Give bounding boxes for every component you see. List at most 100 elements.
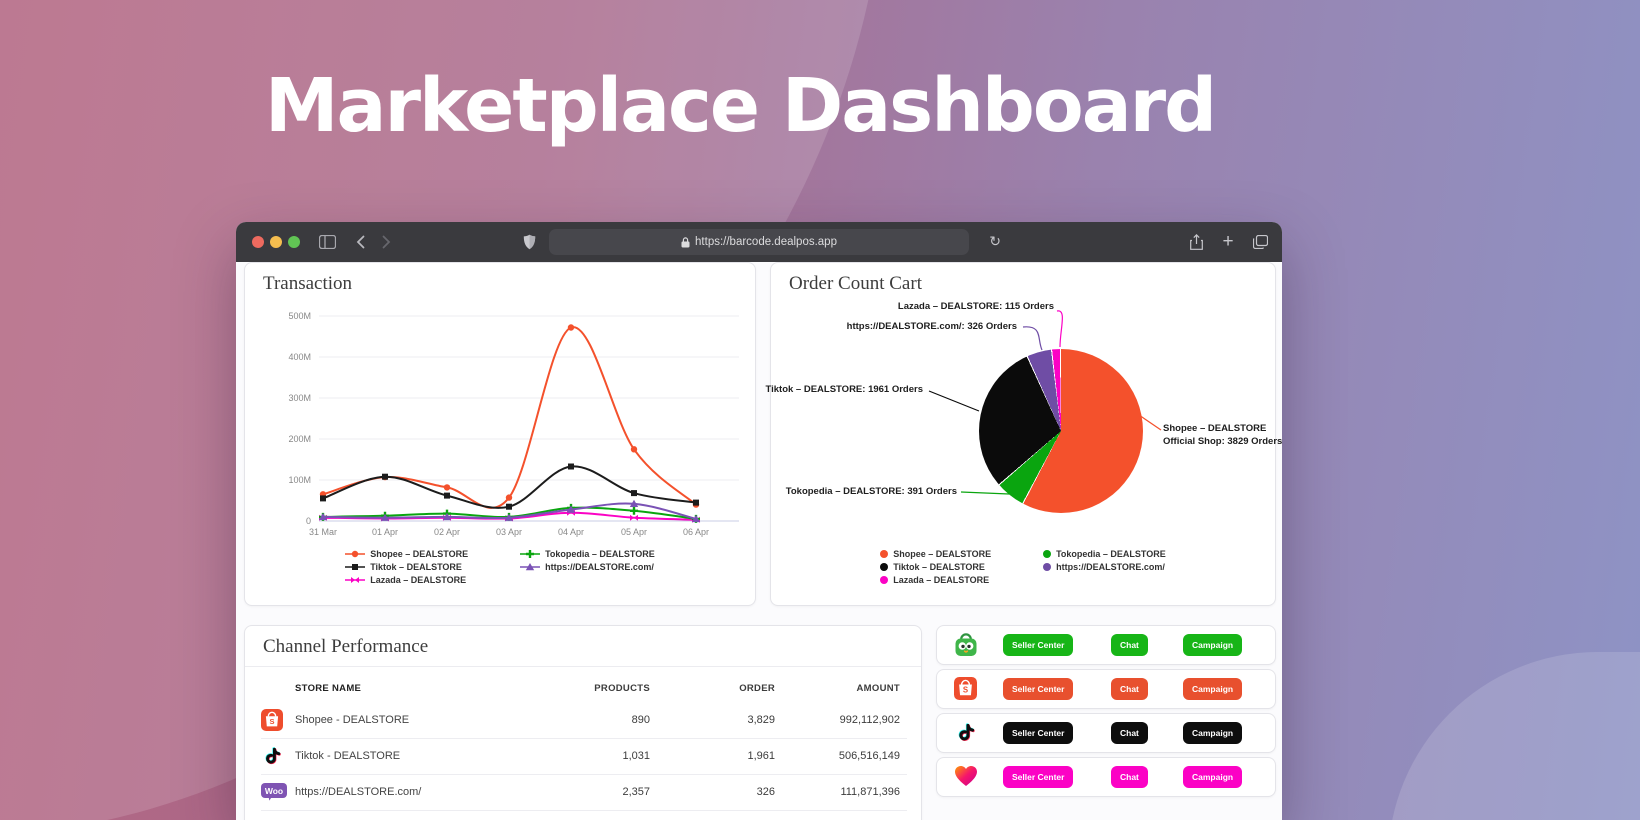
legend-item[interactable]: Lazada – DEALSTORE xyxy=(345,575,468,585)
forward-button[interactable] xyxy=(378,222,394,262)
tab-overview-icon[interactable] xyxy=(1250,222,1270,262)
decorative-blob-bottom-right xyxy=(1388,652,1640,820)
products-value: 1,031 xyxy=(622,750,650,762)
campaign-button[interactable]: Campaign xyxy=(1183,634,1243,656)
svg-text:500M: 500M xyxy=(288,311,311,321)
chat-button[interactable]: Chat xyxy=(1111,766,1148,788)
svg-text:300M: 300M xyxy=(288,393,311,403)
legend-label: Tiktok – DEALSTORE xyxy=(893,562,985,572)
legend-color-dot xyxy=(1043,563,1052,571)
close-window-button[interactable] xyxy=(252,236,264,248)
transaction-title: Transaction xyxy=(263,273,353,294)
channel-performance-panel: Channel Performance STORE NAME PRODUCTS … xyxy=(244,625,922,820)
channel-card-shopee: S Seller Center Chat Campaign xyxy=(936,669,1276,709)
legend-item[interactable]: Tiktok – DEALSTORE xyxy=(345,562,468,572)
legend-label: Lazada – DEALSTORE xyxy=(370,575,467,585)
tiktok-leader-line xyxy=(928,390,980,412)
lock-icon xyxy=(681,236,690,247)
legend-label: https://DEALSTORE.com/ xyxy=(545,562,654,572)
lazada-callout: Lazada – DEALSTORE: 115 Orders xyxy=(897,301,1054,312)
campaign-button[interactable]: Campaign xyxy=(1183,678,1243,700)
shopee-callout: Shopee – DEALSTORE Official Shop: 3829 O… xyxy=(1163,423,1282,448)
chat-button[interactable]: Chat xyxy=(1111,722,1148,744)
svg-text:31 Mar: 31 Mar xyxy=(309,527,337,537)
new-tab-plus-icon[interactable]: + xyxy=(1218,222,1238,262)
shopee-callout-line2: Official Shop: 3829 Orders xyxy=(1163,435,1282,447)
table-row[interactable]: Woo https://DEALSTORE.com/ 2,357 326 111… xyxy=(261,774,907,811)
svg-text:S: S xyxy=(269,717,274,726)
products-value: 2,357 xyxy=(622,786,650,798)
order-value: 3,829 xyxy=(747,714,775,726)
legend-label: https://DEALSTORE.com/ xyxy=(1056,562,1165,572)
legend-color-dot xyxy=(880,550,889,558)
seller-center-button[interactable]: Seller Center xyxy=(1003,766,1074,788)
chat-button[interactable]: Chat xyxy=(1111,634,1148,656)
woocommerce-icon: Woo xyxy=(261,779,287,805)
website-leader-line xyxy=(1022,326,1043,351)
lazada-leader-line xyxy=(1056,310,1063,348)
legend-item[interactable]: Tokopedia – DEALSTORE xyxy=(520,549,655,559)
svg-text:06 Apr: 06 Apr xyxy=(683,527,709,537)
legend-item[interactable]: https://DEALSTORE.com/ xyxy=(1043,562,1166,572)
seller-center-button[interactable]: Seller Center xyxy=(1003,722,1074,744)
tokopedia-icon xyxy=(954,633,978,657)
campaign-button[interactable]: Campaign xyxy=(1183,766,1243,788)
legend-label: Tokopedia – DEALSTORE xyxy=(545,549,655,559)
store-name: https://DEALSTORE.com/ xyxy=(295,786,422,798)
legend-label: Tiktok – DEALSTORE xyxy=(370,562,462,572)
order-count-panel: Order Count Cart Lazada – DEALSTORE: 115… xyxy=(765,262,1282,606)
svg-text:Woo: Woo xyxy=(265,786,283,796)
col-amount: AMOUNT xyxy=(856,682,900,694)
svg-text:03 Apr: 03 Apr xyxy=(496,527,522,537)
back-button[interactable] xyxy=(352,222,368,262)
tiktok-callout: Tiktok – DEALSTORE: 1961 Orders xyxy=(765,384,923,395)
products-value: 890 xyxy=(631,714,650,726)
col-products: PRODUCTS xyxy=(594,682,650,694)
seller-center-button[interactable]: Seller Center xyxy=(1003,678,1074,700)
order-count-legend: Shopee – DEALSTORE Tiktok – DEALSTORE Laza… xyxy=(771,549,1275,585)
legend-label: Shopee – DEALSTORE xyxy=(893,549,992,559)
store-name: Shopee - DEALSTORE xyxy=(295,714,410,726)
col-store-name: STORE NAME xyxy=(295,682,362,694)
legend-item[interactable]: Shopee – DEALSTORE xyxy=(345,549,468,559)
svg-text:04 Apr: 04 Apr xyxy=(558,527,584,537)
minimize-window-button[interactable] xyxy=(270,236,282,248)
transaction-panel: Transaction 0 100M 200M 300M 400M 500M 31 Mar 0… xyxy=(244,262,756,606)
order-count-pie-chart xyxy=(979,349,1143,513)
amount-value: 992,112,902 xyxy=(839,714,900,726)
legend-item[interactable]: Shopee – DEALSTORE xyxy=(880,549,991,559)
channel-card-lazada: Seller Center Chat Campaign xyxy=(936,757,1276,797)
campaign-button[interactable]: Campaign xyxy=(1183,722,1243,744)
share-icon[interactable] xyxy=(1186,222,1206,262)
chat-button[interactable]: Chat xyxy=(1111,678,1148,700)
svg-text:S: S xyxy=(963,685,968,694)
order-value: 1,961 xyxy=(747,750,775,762)
legend-color-dot xyxy=(880,563,889,571)
svg-text:0: 0 xyxy=(306,516,311,526)
panel-divider xyxy=(245,666,921,667)
table-row[interactable]: Tiktok - DEALSTORE 1,031 1,961 506,516,1… xyxy=(261,738,907,775)
seller-center-button[interactable]: Seller Center xyxy=(1003,634,1074,656)
channel-performance-title: Channel Performance xyxy=(263,636,429,657)
legend-item[interactable]: https://DEALSTORE.com/ xyxy=(520,562,655,572)
reload-icon[interactable]: ↻ xyxy=(989,233,1001,249)
legend-item[interactable]: Tokopedia – DEALSTORE xyxy=(1043,549,1166,559)
legend-item[interactable]: Lazada – DEALSTORE xyxy=(880,575,991,585)
browser-toolbar: https://barcode.dealpos.app ↻ + xyxy=(236,222,1282,262)
transaction-legend: Shopee – DEALSTORE Tiktok – DEALSTORE Laza… xyxy=(245,549,755,585)
shopee-icon: S xyxy=(954,677,978,701)
lazada-heart-icon xyxy=(954,765,978,789)
zoom-window-button[interactable] xyxy=(288,236,300,248)
sidebar-toggle-icon[interactable] xyxy=(316,222,338,262)
privacy-shield-icon[interactable] xyxy=(520,222,538,262)
store-name: Tiktok - DEALSTORE xyxy=(295,750,401,762)
address-bar[interactable]: https://barcode.dealpos.app ↻ xyxy=(549,229,1001,255)
tiktok-icon xyxy=(954,721,978,745)
table-row[interactable]: S Shopee - DEALSTORE 890 3,829 992,112,9… xyxy=(261,702,907,739)
order-count-title: Order Count Cart xyxy=(789,273,922,294)
legend-label: Lazada – DEALSTORE xyxy=(893,575,990,585)
shopee-callout-line1: Shopee – DEALSTORE xyxy=(1163,423,1267,434)
legend-item[interactable]: Tiktok – DEALSTORE xyxy=(880,562,991,572)
amount-value: 111,871,396 xyxy=(840,786,900,798)
transaction-line-chart: 0 100M 200M 300M 400M 500M 31 Mar 01 Apr 02 Apr 0… xyxy=(288,311,739,537)
